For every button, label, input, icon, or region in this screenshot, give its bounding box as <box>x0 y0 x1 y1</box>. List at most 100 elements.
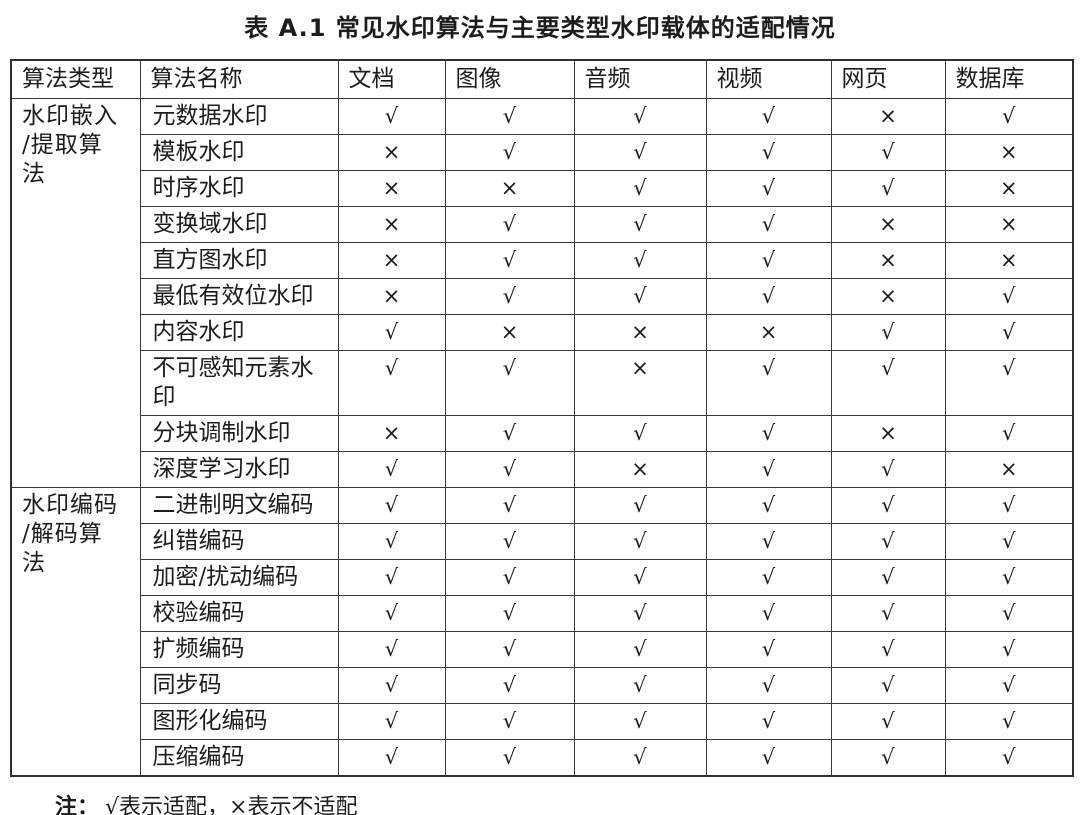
column-header-7: 网页 <box>830 59 946 99</box>
table-row: 扩频编码 √ √ √ √ √ √ <box>11 631 1074 668</box>
check-mark: √ <box>944 667 1074 704</box>
check-mark: √ <box>337 98 446 135</box>
check-mark: √ <box>573 667 707 704</box>
check-mark: √ <box>944 703 1074 740</box>
check-mark: √ <box>705 595 832 632</box>
check-mark: √ <box>705 523 832 560</box>
check-mark: √ <box>944 487 1074 524</box>
cross-mark: × <box>573 451 707 488</box>
column-header-6: 视频 <box>705 59 832 99</box>
check-mark: √ <box>337 631 446 668</box>
column-header-3: 文档 <box>337 59 446 99</box>
check-mark: √ <box>705 631 832 668</box>
algorithm-name-cell: 模板水印 <box>139 134 339 171</box>
check-mark: √ <box>573 631 707 668</box>
column-header-4: 图像 <box>444 59 575 99</box>
algorithm-name-cell: 最低有效位水印 <box>139 278 339 315</box>
check-mark: √ <box>944 350 1074 416</box>
check-mark: √ <box>337 703 446 740</box>
table-row: 深度学习水印 √ √ × √ √ × <box>11 451 1074 488</box>
algorithm-name-cell: 元数据水印 <box>139 98 339 135</box>
check-mark: √ <box>830 350 946 416</box>
check-mark: √ <box>830 595 946 632</box>
algorithm-name-cell: 校验编码 <box>139 595 339 632</box>
cross-mark: × <box>444 314 575 351</box>
column-header-8: 数据库 <box>944 59 1074 99</box>
check-mark: √ <box>444 523 575 560</box>
check-mark: √ <box>830 703 946 740</box>
table-row: 水印编码 /解码算 法二进制明文编码 √ √ √ √ √ √ <box>10 487 1074 777</box>
cross-mark: × <box>830 278 946 315</box>
table-row: 纠错编码 √ √ √ √ √ √ <box>11 523 1074 560</box>
table-row: 加密/扰动编码 √ √ √ √ √ √ <box>11 559 1074 596</box>
check-mark: √ <box>944 523 1074 560</box>
check-mark: √ <box>337 523 446 560</box>
check-mark: √ <box>705 559 832 596</box>
check-mark: √ <box>830 667 946 704</box>
algorithm-name-cell: 变换域水印 <box>139 206 339 243</box>
algorithm-name-cell: 图形化编码 <box>139 703 339 740</box>
table-row: 内容水印 √ × × × √ √ <box>11 314 1074 351</box>
algorithm-type-cell: 水印编码 /解码算 法 <box>10 487 141 777</box>
check-mark: √ <box>444 631 575 668</box>
cross-mark: × <box>944 170 1074 207</box>
footnote-label: 注： <box>55 795 100 815</box>
check-mark: √ <box>573 98 707 135</box>
table-row: 同步码 √ √ √ √ √ √ <box>11 667 1074 704</box>
check-mark: √ <box>444 487 575 524</box>
check-mark: √ <box>444 134 575 171</box>
check-mark: √ <box>444 667 575 704</box>
cross-mark: × <box>337 242 446 279</box>
check-mark: √ <box>830 487 946 524</box>
check-mark: √ <box>705 278 832 315</box>
check-mark: √ <box>705 487 832 524</box>
check-mark: √ <box>705 170 832 207</box>
algorithm-name-cell: 二进制明文编码 <box>139 487 339 524</box>
table-row: 直方图水印 × √ √ √ × × <box>11 242 1074 279</box>
footnote-text: √表示适配，×表示不适配 <box>105 795 358 815</box>
check-mark: √ <box>830 451 946 488</box>
cross-mark: × <box>444 170 575 207</box>
algorithm-name-cell: 纠错编码 <box>139 523 339 560</box>
check-mark: √ <box>944 278 1074 315</box>
check-mark: √ <box>337 350 446 416</box>
algorithm-name-cell: 扩频编码 <box>139 631 339 668</box>
check-mark: √ <box>573 242 707 279</box>
check-mark: √ <box>444 98 575 135</box>
check-mark: √ <box>944 631 1074 668</box>
check-mark: √ <box>830 523 946 560</box>
check-mark: √ <box>444 206 575 243</box>
check-mark: √ <box>944 415 1074 452</box>
check-mark: √ <box>830 314 946 351</box>
check-mark: √ <box>573 559 707 596</box>
algorithm-name-cell: 同步码 <box>139 667 339 704</box>
check-mark: √ <box>573 703 707 740</box>
check-mark: √ <box>573 739 707 777</box>
table-header-row: 算法类型 算法名称 文档 图像 音频 视频 网页 数据库 <box>10 59 1074 99</box>
check-mark: √ <box>944 739 1074 777</box>
check-mark: √ <box>573 206 707 243</box>
check-mark: √ <box>830 559 946 596</box>
check-mark: √ <box>337 487 446 524</box>
cross-mark: × <box>944 451 1074 488</box>
algorithm-name-cell: 加密/扰动编码 <box>139 559 339 596</box>
cross-mark: × <box>573 314 707 351</box>
algorithm-name-cell: 分块调制水印 <box>139 415 339 452</box>
table-row: 变换域水印 × √ √ √ × × <box>11 206 1074 243</box>
footnote: 注： √表示适配，×表示不适配 <box>55 789 1080 815</box>
check-mark: √ <box>944 559 1074 596</box>
cross-mark: × <box>830 415 946 452</box>
table-row: 最低有效位水印 × √ √ √ × √ <box>11 278 1074 315</box>
check-mark: √ <box>705 134 832 171</box>
cross-mark: × <box>337 134 446 171</box>
check-mark: √ <box>705 739 832 777</box>
cross-mark: × <box>944 134 1074 171</box>
check-mark: √ <box>573 278 707 315</box>
check-mark: √ <box>830 134 946 171</box>
check-mark: √ <box>705 206 832 243</box>
check-mark: √ <box>337 667 446 704</box>
check-mark: √ <box>573 523 707 560</box>
check-mark: √ <box>573 415 707 452</box>
check-mark: √ <box>337 739 446 777</box>
algorithm-name-cell: 直方图水印 <box>139 242 339 279</box>
